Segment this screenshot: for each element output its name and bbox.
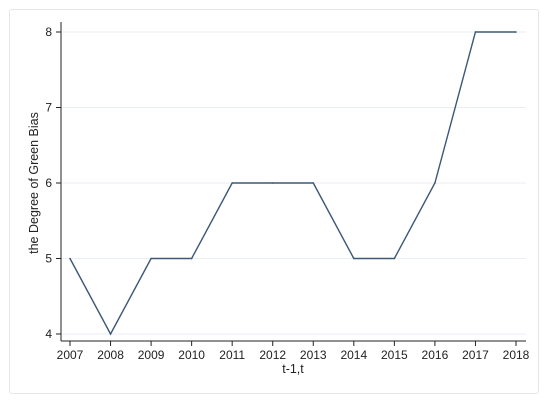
data-point xyxy=(312,182,315,184)
gridlines xyxy=(61,31,526,335)
data-point xyxy=(515,31,517,33)
x-tick-label: 2007 xyxy=(57,348,84,362)
y-tick-label: 8 xyxy=(45,25,52,39)
x-tick-label: 2010 xyxy=(178,348,205,362)
x-tick-label: 2018 xyxy=(503,348,530,362)
x-tick-label: 2016 xyxy=(422,348,449,362)
data-point xyxy=(474,31,477,33)
y-tick-label: 5 xyxy=(45,252,52,266)
data-point xyxy=(109,333,112,335)
data-point xyxy=(150,257,152,260)
x-tick-label: 2014 xyxy=(340,348,367,362)
x-axis-title: t-1,t xyxy=(282,362,304,376)
y-tick-label: 6 xyxy=(45,176,52,190)
y-axis-title: the Degree of Green Bias xyxy=(27,112,41,254)
x-tick-label: 2011 xyxy=(219,348,245,362)
data-point xyxy=(434,182,436,184)
series-group xyxy=(69,31,517,336)
data-point xyxy=(271,182,274,184)
x-tick-label: 2013 xyxy=(300,348,327,362)
y-tick-label: 4 xyxy=(45,327,52,341)
x-tick-label: 2012 xyxy=(259,348,286,362)
axes xyxy=(56,22,526,346)
x-tick-label: 2008 xyxy=(97,348,124,362)
x-tick-label: 2017 xyxy=(462,348,489,362)
data-point xyxy=(353,257,355,260)
data-point xyxy=(190,257,193,260)
data-point xyxy=(69,257,71,260)
tick-labels: 4 5 6 7 8 2007 2008 2009 2010 2011 2012 2013 2014 201… xyxy=(45,25,529,362)
x-tick-label: 2015 xyxy=(381,348,408,362)
series-line xyxy=(69,31,516,336)
data-point xyxy=(393,257,396,260)
chart-frame xyxy=(9,9,539,394)
y-tick-label: 7 xyxy=(45,101,52,115)
x-tick-label: 2009 xyxy=(138,348,165,362)
data-point xyxy=(231,182,233,184)
